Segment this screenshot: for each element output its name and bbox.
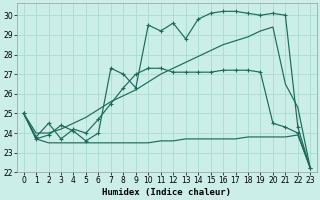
X-axis label: Humidex (Indice chaleur): Humidex (Indice chaleur): [102, 188, 231, 197]
